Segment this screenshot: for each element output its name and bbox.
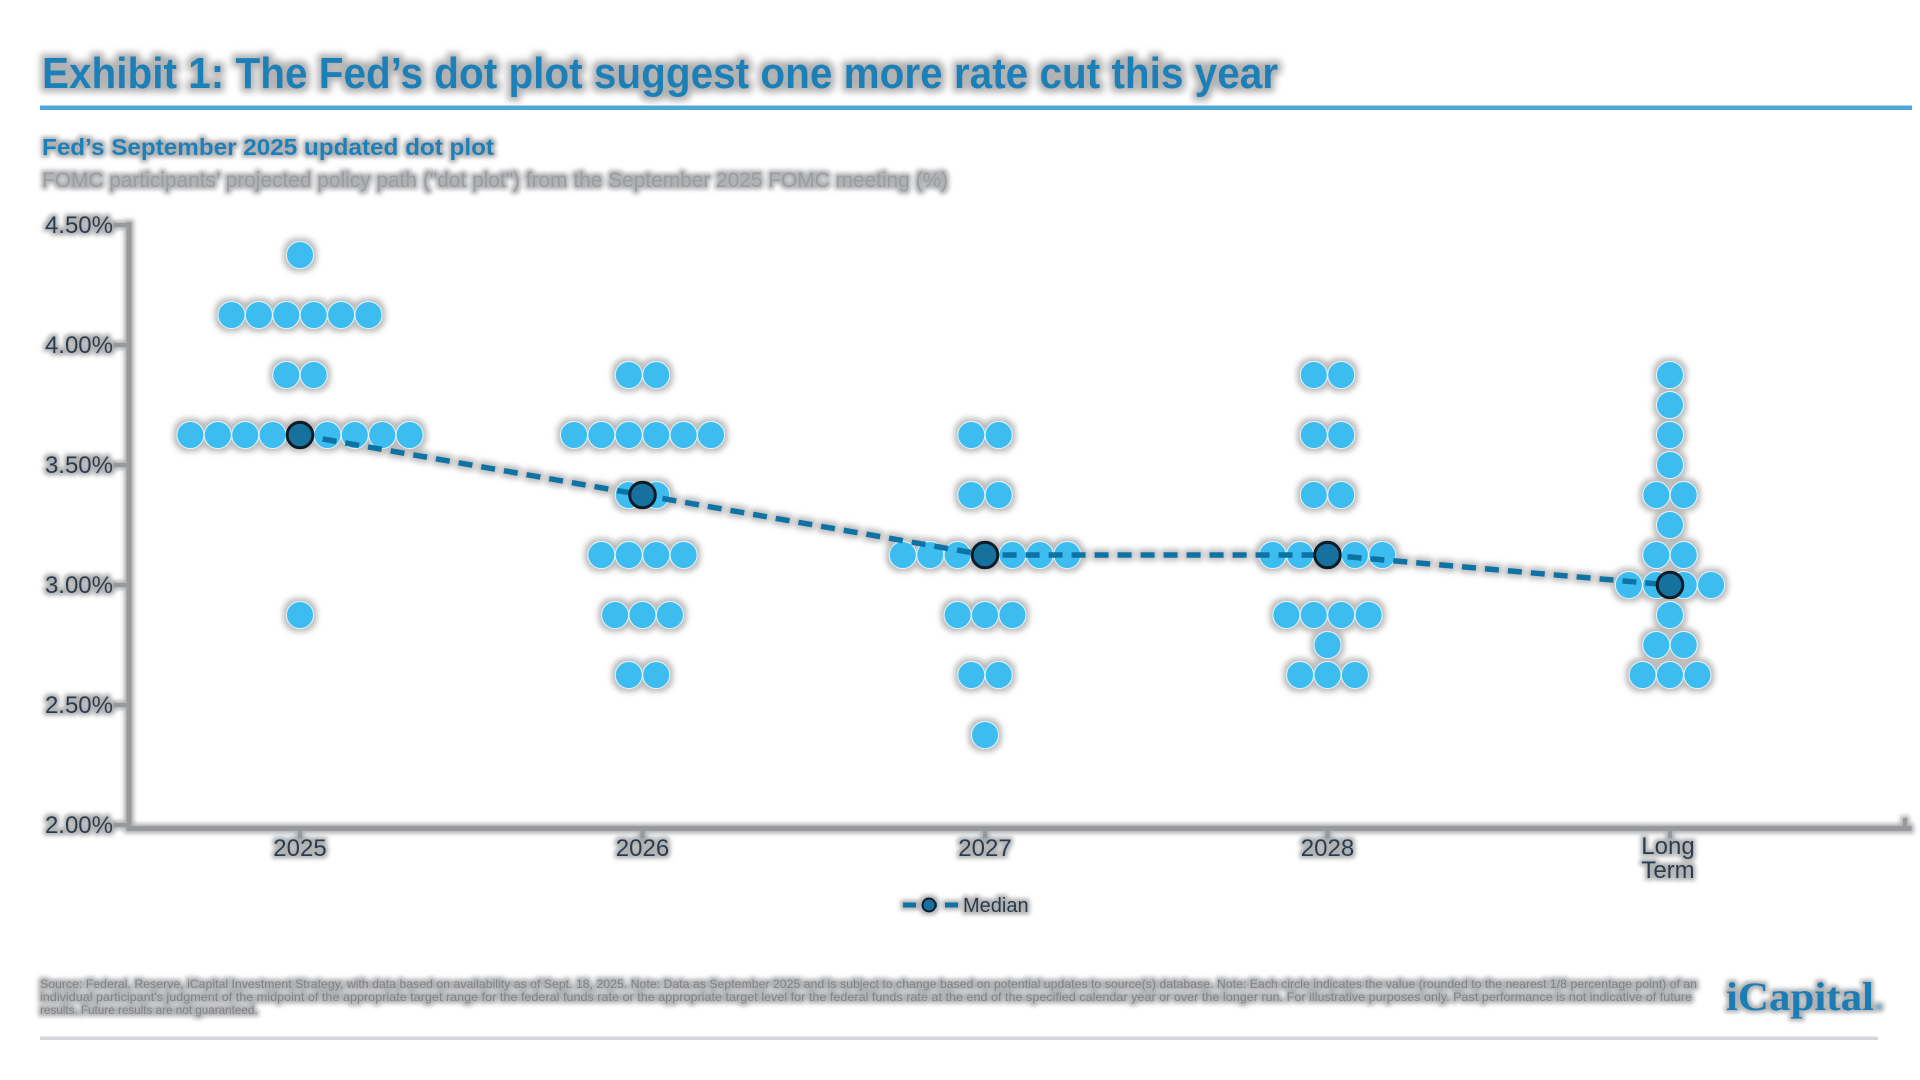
svg-text:Long: Long xyxy=(1641,833,1694,860)
svg-text:4.00%: 4.00% xyxy=(45,332,113,359)
svg-text:FOMC participants’ projected p: FOMC participants’ projected policy path… xyxy=(42,169,948,192)
svg-text:individual participant's judgm: individual participant's judgment of the… xyxy=(40,991,1692,1004)
svg-text:2.00%: 2.00% xyxy=(45,812,113,839)
svg-text:Exhibit 1: The Fed’s dot plot: Exhibit 1: The Fed’s dot plot suggest on… xyxy=(42,49,1278,98)
svg-text:results. Future results are no: results. Future results are not guarante… xyxy=(40,1004,258,1017)
svg-text:2.50%: 2.50% xyxy=(45,692,113,719)
svg-text:3.00%: 3.00% xyxy=(45,572,113,599)
svg-text:2028: 2028 xyxy=(1301,835,1354,862)
svg-text:3.50%: 3.50% xyxy=(45,452,113,479)
svg-text:2025: 2025 xyxy=(273,835,326,862)
svg-text:Fed’s September 2025 updated d: Fed’s September 2025 updated dot plot xyxy=(42,134,494,160)
svg-text:iCapital: iCapital xyxy=(1726,974,1874,1019)
svg-text:Term: Term xyxy=(1641,857,1694,884)
svg-text:2027: 2027 xyxy=(958,835,1011,862)
svg-text:4.50%: 4.50% xyxy=(45,212,113,239)
svg-text:Median: Median xyxy=(963,895,1029,917)
svg-text:Source: Federal. Reserve, iCap: Source: Federal. Reserve, iCapital Inves… xyxy=(40,978,1697,991)
svg-text:2026: 2026 xyxy=(616,835,669,862)
